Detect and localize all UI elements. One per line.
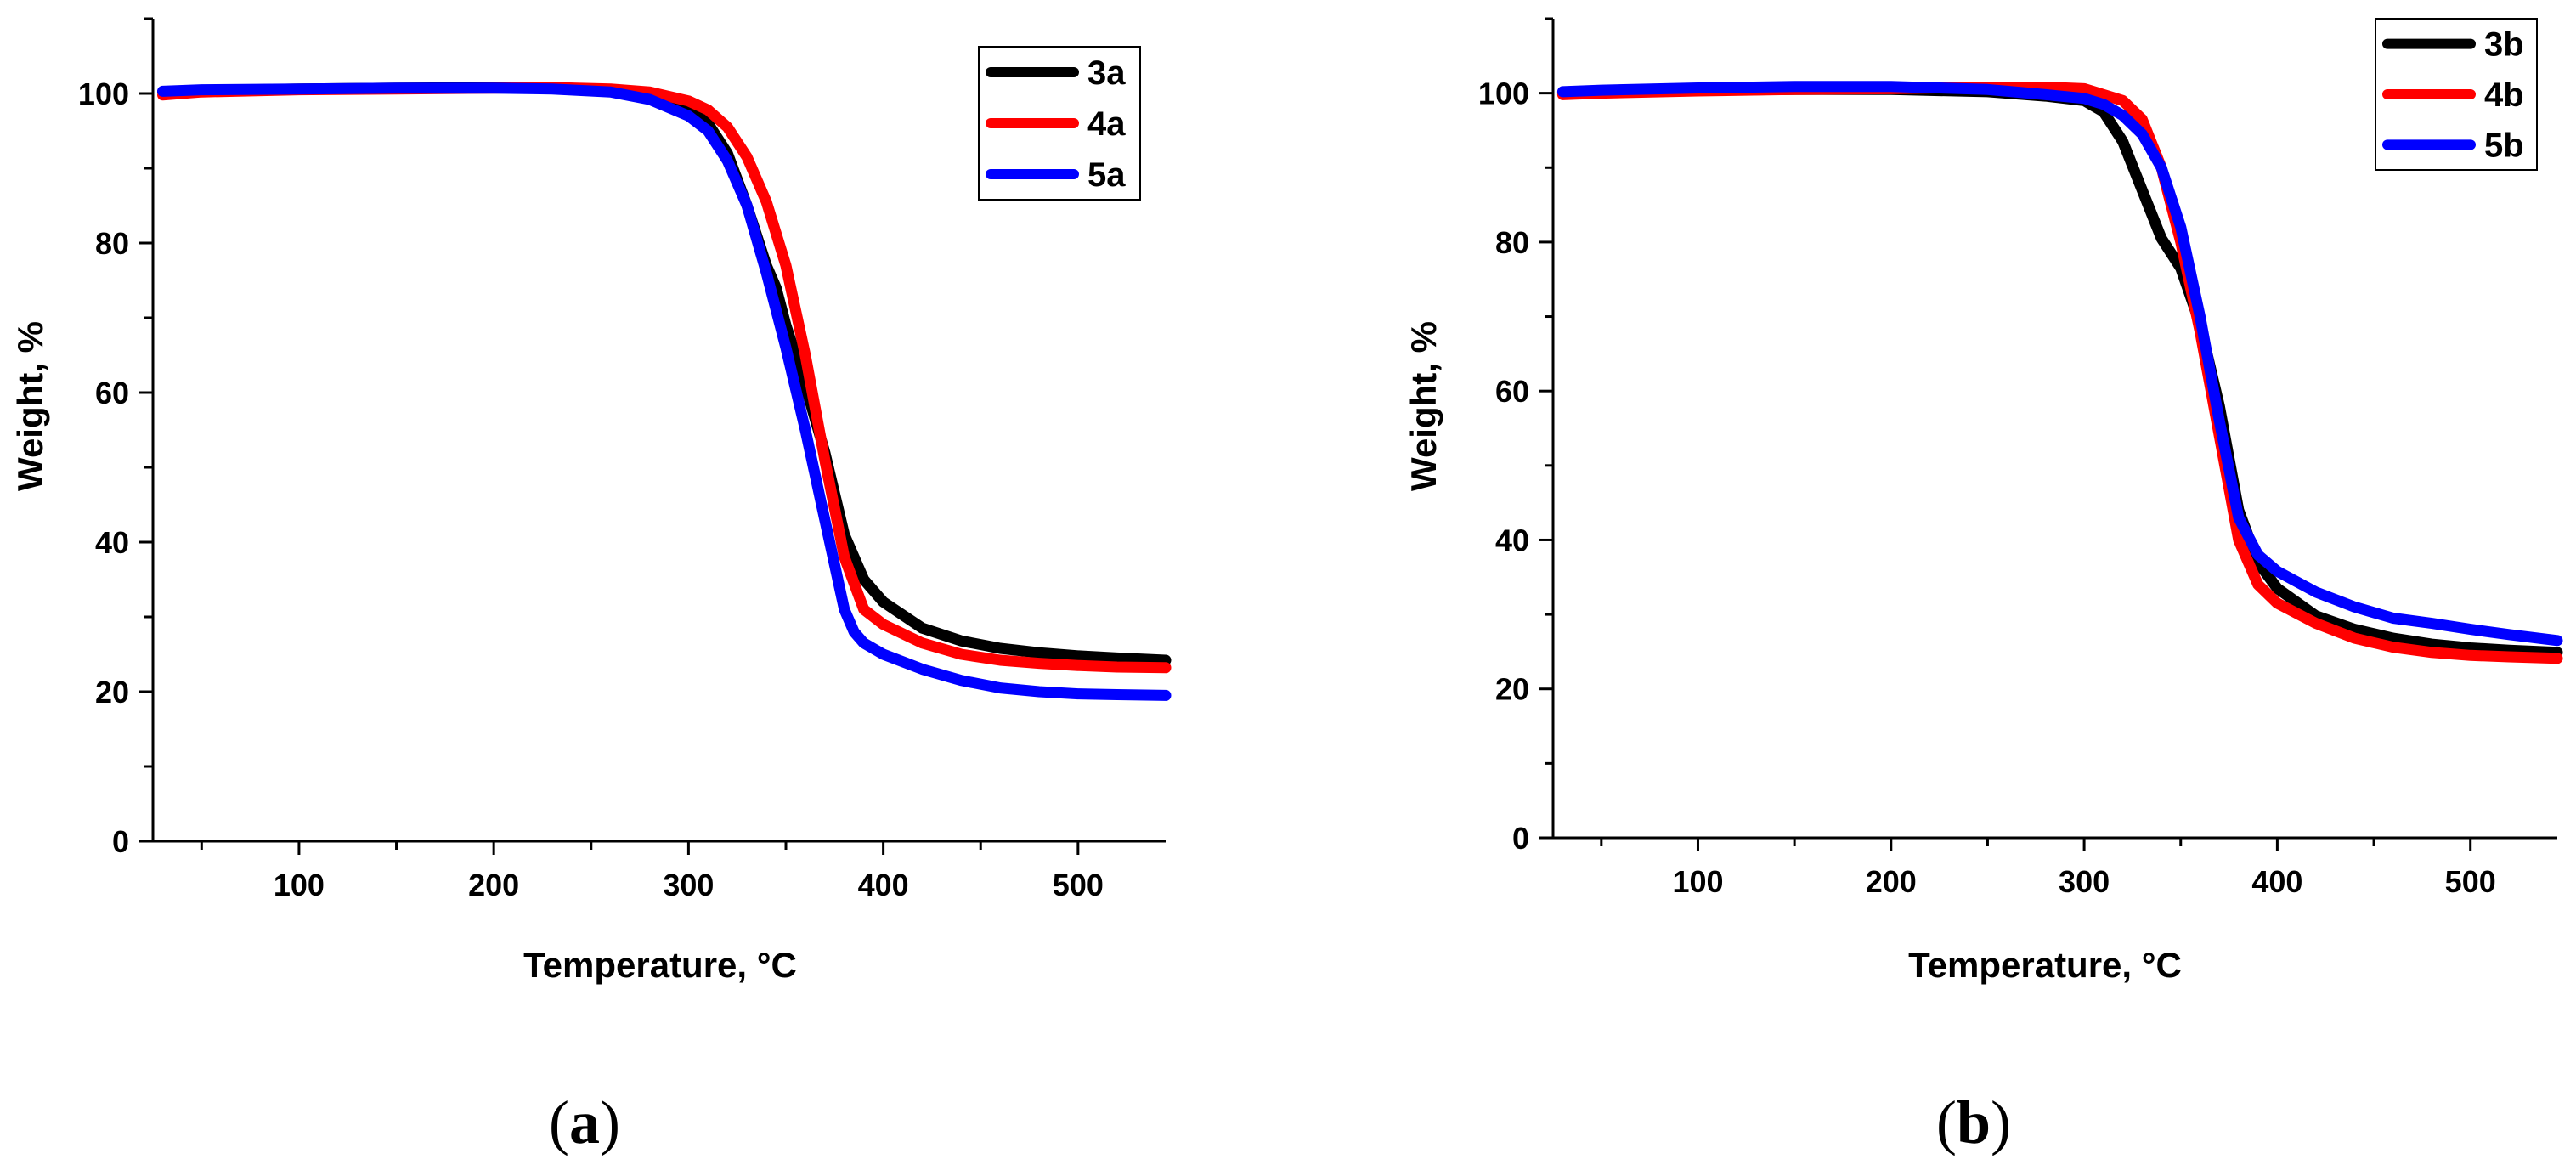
axes-a: 100 200 300 400 500 0 20 40 60 80 100 <box>78 17 1166 902</box>
x-tick-label-a-500: 500 <box>1053 868 1104 902</box>
y-tick-label-a-0: 0 <box>112 824 129 859</box>
legend-label-4a: 4a <box>1087 105 1126 143</box>
x-tick-label-a-200: 200 <box>468 868 519 902</box>
x-tick-label-b-400: 400 <box>2251 864 2302 899</box>
series-layer-b <box>1556 81 2563 664</box>
x-tick-label-b-200: 200 <box>1866 864 1917 899</box>
series-line-3b <box>1556 83 2563 659</box>
y-tick-label-b-80: 80 <box>1495 225 1529 260</box>
panel-letter-b: b <box>1957 1088 1991 1156</box>
series-line-5a <box>157 82 1172 701</box>
y-tick-label-b-100: 100 <box>1478 76 1529 111</box>
legend-label-4b: 4b <box>2484 76 2524 114</box>
chart-panel-b: 100 200 300 400 500 0 20 40 60 80 100 3b 4b 5b Tempe… <box>1404 17 2563 1156</box>
legend-b: 3b 4b 5b <box>2375 18 2538 171</box>
x-tick-label-a-300: 300 <box>663 868 714 902</box>
legend-label-3b: 3b <box>2484 26 2524 64</box>
legend-label-5b: 5b <box>2484 127 2524 164</box>
y-tick-label-b-40: 40 <box>1495 523 1529 557</box>
panel-label-a: (a) <box>549 1088 620 1156</box>
x-tick-label-b-100: 100 <box>1672 864 1723 899</box>
x-tick-label-b-500: 500 <box>2445 864 2496 899</box>
legend-label-5a: 5a <box>1087 156 1126 194</box>
y-tick-label-b-0: 0 <box>1512 821 1529 856</box>
series-layer-a <box>157 82 1172 701</box>
y-tick-label-a-60: 60 <box>95 376 129 410</box>
x-axis-title-a: Temperature, °C <box>523 945 797 985</box>
y-tick-label-b-20: 20 <box>1495 672 1529 707</box>
axes-b: 100 200 300 400 500 0 20 40 60 80 100 <box>1478 17 2557 899</box>
series-line-5b <box>1556 81 2563 647</box>
x-tick-label-a-100: 100 <box>274 868 325 902</box>
y-tick-label-a-20: 20 <box>95 675 129 710</box>
legend-label-3a: 3a <box>1087 54 1126 92</box>
x-axis-title-b: Temperature, °C <box>1908 945 2182 985</box>
x-tick-label-b-300: 300 <box>2059 864 2110 899</box>
series-line-4b <box>1556 82 2563 664</box>
y-axis-title-b: Weight, % <box>1404 321 1443 491</box>
panel-label-b: (b) <box>1936 1088 2011 1156</box>
y-tick-label-a-80: 80 <box>95 226 129 261</box>
y-tick-label-b-60: 60 <box>1495 374 1529 409</box>
chart-panel-a: 100 200 300 400 500 0 20 40 60 80 100 3a 4a 5a Tempe… <box>10 17 1172 1156</box>
panel-letter-a: a <box>569 1088 600 1156</box>
x-tick-label-a-400: 400 <box>858 868 909 902</box>
y-tick-label-a-40: 40 <box>95 525 129 560</box>
legend-a: 3a 4a 5a <box>978 46 1141 201</box>
y-tick-label-a-100: 100 <box>78 76 129 111</box>
y-axis-title-a: Weight, % <box>10 321 50 491</box>
